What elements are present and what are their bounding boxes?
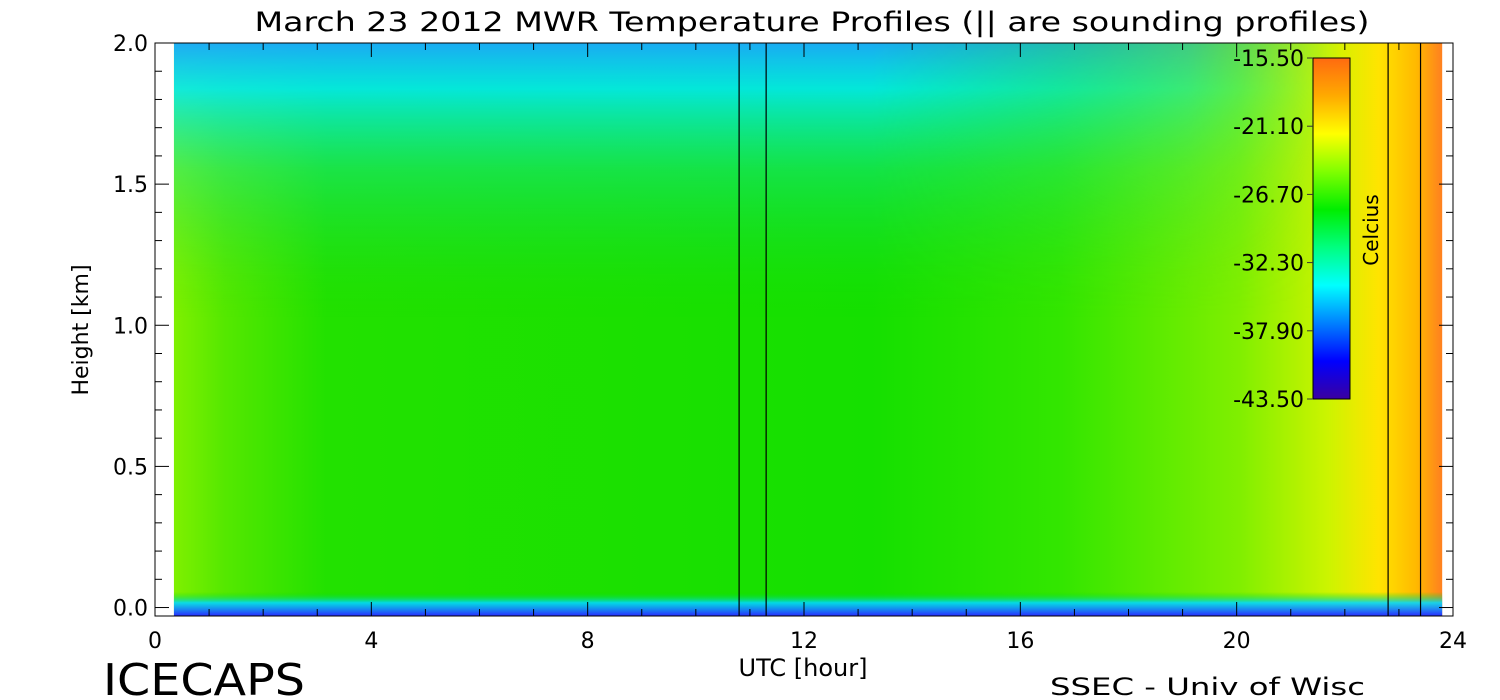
colorbar-tick-label: -26.70 [1233, 183, 1304, 208]
colorbar-tick-label: -21.10 [1233, 115, 1304, 140]
colorbar-label: Celcius [1359, 194, 1383, 265]
colorbar-tick-label: -43.50 [1233, 388, 1304, 413]
x-tick-label: 12 [790, 629, 818, 654]
y-tick-label: 0.5 [113, 455, 148, 480]
x-tick-label: 24 [1439, 629, 1467, 654]
y-tick-label: 1.5 [113, 173, 148, 198]
y-tick-label: 2.0 [113, 32, 148, 57]
x-tick-label: 8 [581, 629, 595, 654]
colorbar-tick-label: -32.30 [1233, 252, 1304, 277]
footer-right-label: SSEC - Univ of Wisc [1050, 673, 1365, 700]
colorbar-gradient [1312, 57, 1351, 400]
colorbar-tick-label: -37.90 [1233, 320, 1304, 345]
y-axis-label: Height [km] [69, 264, 94, 395]
chart-title: March 23 2012 MWR Temperature Profiles (… [255, 7, 1370, 38]
footer-left-label: ICECAPS [103, 655, 305, 700]
heatmap-surface-layer [173, 592, 1443, 616]
x-tick-label: 20 [1223, 629, 1251, 654]
x-axis-label: UTC [hour] [739, 654, 868, 682]
heatmap-cold-upper-layer [173, 43, 1443, 616]
colorbar-tick-label: -15.50 [1233, 47, 1304, 72]
x-tick-label: 0 [148, 629, 162, 654]
y-tick-label: 1.0 [113, 314, 148, 339]
x-tick-label: 4 [364, 629, 378, 654]
x-tick-label: 16 [1006, 629, 1034, 654]
y-tick-label: 0.0 [113, 597, 148, 622]
colorbar: -15.50 -21.10 -26.70 -32.30 -37.90 -43.50 Cel… [1233, 47, 1383, 413]
